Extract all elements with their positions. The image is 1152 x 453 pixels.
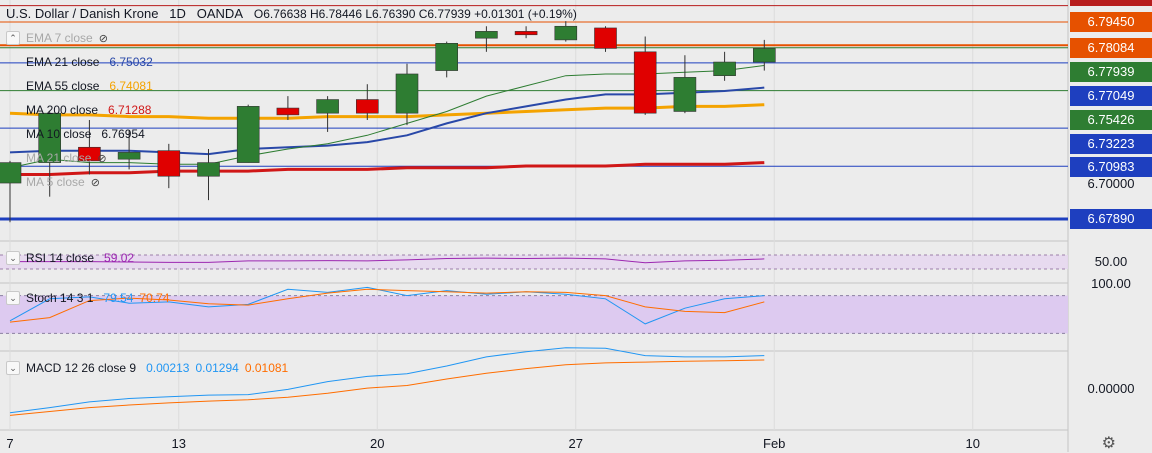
chart-title: U.S. Dollar / Danish Krone 1D OANDA O6.7… xyxy=(6,6,577,21)
eye-hidden-icon[interactable]: ⊘ xyxy=(97,152,107,165)
rsi-axis-label: 50.00 xyxy=(1094,254,1128,269)
candle-body xyxy=(435,43,459,71)
macd-line xyxy=(9,347,765,414)
time-axis-label: 7 xyxy=(6,436,13,451)
price-label: 6.70000 xyxy=(1087,176,1135,191)
indicator-name: EMA 55 close xyxy=(26,79,100,93)
indicator-name: MA 10 close xyxy=(26,127,92,141)
price-label: 6.73223 xyxy=(1070,134,1152,154)
candle-body xyxy=(554,25,578,41)
eye-hidden-icon[interactable]: ⊘ xyxy=(98,32,108,45)
candle-body xyxy=(157,150,181,177)
indicator-name: EMA 21 close xyxy=(26,55,100,69)
indicator-row[interactable]: EMA 21 close 6.75032 xyxy=(6,55,153,69)
candle-body xyxy=(276,107,300,116)
symbol-name: U.S. Dollar / Danish Krone xyxy=(6,6,159,21)
candle-body xyxy=(236,106,260,163)
macd-value: 0.00213 xyxy=(146,361,190,375)
indicator-row[interactable]: MA 200 close 6.71288 xyxy=(6,103,151,117)
time-axis-label: Feb xyxy=(763,436,785,451)
indicator-name: MA 21 close xyxy=(26,151,92,165)
ma200-line xyxy=(10,161,765,176)
price-label: 6.79450 xyxy=(1070,12,1152,32)
chevron-down-icon[interactable]: ⌄ xyxy=(6,361,20,375)
indicator-value: 6.76954 xyxy=(101,127,145,141)
candle-body xyxy=(475,31,498,39)
indicator-name: MA 200 close xyxy=(26,103,99,117)
candle-body xyxy=(316,99,339,114)
time-axis-label: 20 xyxy=(370,436,384,451)
price-label: 6.78084 xyxy=(1070,38,1152,58)
eye-hidden-icon[interactable]: ⊘ xyxy=(90,176,100,189)
chevron-up-icon[interactable]: ⌃ xyxy=(6,31,20,45)
candle-body xyxy=(633,51,657,114)
stoch-axis-label: 100.00 xyxy=(1091,276,1131,291)
macd-label: MACD 12 26 close 9 xyxy=(26,361,137,375)
indicator-value: 6.71288 xyxy=(108,103,152,117)
indicator-name: EMA 7 close xyxy=(26,31,93,45)
price-label: 6.80414 xyxy=(1070,0,1152,6)
time-axis-label: 13 xyxy=(171,436,185,451)
indicator-row[interactable]: MA 10 close 6.76954 xyxy=(6,127,145,141)
indicator-row[interactable]: EMA 55 close 6.74081 xyxy=(6,79,153,93)
rsi-label: RSI 14 close xyxy=(26,251,95,265)
stoch-d-value: 70.74 xyxy=(139,291,170,305)
gear-icon[interactable]: ⚙ xyxy=(1101,435,1116,452)
macd-signal-value: 0.01294 xyxy=(195,361,239,375)
candle-body xyxy=(0,162,22,184)
time-axis-label: 27 xyxy=(568,436,582,451)
price-label: 6.67890 xyxy=(1070,209,1152,229)
candle-body xyxy=(594,27,617,49)
indicator-value: 6.74081 xyxy=(109,79,153,93)
indicator-name: MA 5 close xyxy=(26,175,85,189)
chevron-down-icon[interactable]: ⌄ xyxy=(6,291,20,305)
candle-body xyxy=(395,73,419,114)
stoch-legend: ⌄ Stoch 14 3 1 79.54 70.74 xyxy=(6,291,169,305)
chevron-down-icon[interactable]: ⌄ xyxy=(6,251,20,265)
candle-body xyxy=(514,31,538,36)
stoch-label: Stoch 14 3 1 xyxy=(26,291,94,305)
source-label: OANDA xyxy=(196,6,243,21)
indicator-row[interactable]: ⌃ EMA 7 close ⊘ xyxy=(6,31,108,45)
macd-axis-label: 0.00000 xyxy=(1087,381,1135,396)
macd-signal-line xyxy=(9,359,765,416)
stoch-d-line xyxy=(9,288,765,323)
candle-body xyxy=(197,162,220,177)
indicator-row[interactable]: MA 21 close ⊘ xyxy=(6,151,107,165)
interval-label: 1D xyxy=(169,6,186,21)
stoch-band xyxy=(0,295,1068,334)
price-label: 6.77939 xyxy=(1070,62,1152,82)
ohlc-readout: O6.76638 H6.78446 L6.76390 C6.77939 +0.0… xyxy=(253,7,577,21)
macd-hist-value: 0.01081 xyxy=(244,361,289,375)
price-label: 6.70983 xyxy=(1070,157,1152,177)
rsi-band xyxy=(0,255,1068,269)
rsi-line xyxy=(10,257,765,264)
candle-body xyxy=(38,112,62,163)
candle-body xyxy=(752,48,776,63)
candle-body xyxy=(117,152,141,160)
stoch-k-line xyxy=(9,286,765,325)
candle-body xyxy=(713,61,736,76)
candle-body xyxy=(78,146,101,162)
candle-body xyxy=(673,77,697,112)
rsi-legend: ⌄ RSI 14 close 59.02 xyxy=(6,251,134,265)
price-label: 6.77049 xyxy=(1070,86,1152,106)
candle-body xyxy=(355,99,379,114)
indicator-row[interactable]: MA 5 close ⊘ xyxy=(6,175,100,189)
time-axis-label: 10 xyxy=(965,436,979,451)
rsi-value: 59.02 xyxy=(104,251,135,265)
price-label: 6.75426 xyxy=(1070,110,1152,130)
macd-legend: ⌄ MACD 12 26 close 9 0.00213 0.01294 0.0… xyxy=(6,361,288,375)
stoch-k-value: 79.54 xyxy=(103,291,134,305)
indicator-value: 6.75032 xyxy=(109,55,153,69)
